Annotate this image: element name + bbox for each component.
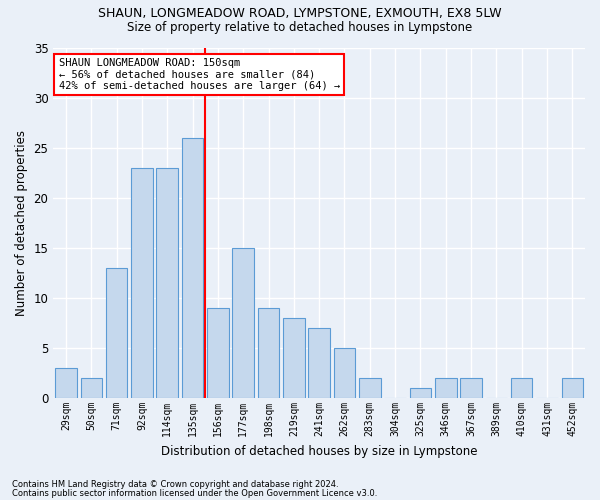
Bar bbox=[55, 368, 77, 398]
Bar bbox=[207, 308, 229, 398]
Bar bbox=[283, 318, 305, 398]
Bar bbox=[359, 378, 380, 398]
Text: SHAUN, LONGMEADOW ROAD, LYMPSTONE, EXMOUTH, EX8 5LW: SHAUN, LONGMEADOW ROAD, LYMPSTONE, EXMOU… bbox=[98, 8, 502, 20]
Text: Size of property relative to detached houses in Lympstone: Size of property relative to detached ho… bbox=[127, 21, 473, 34]
Bar bbox=[511, 378, 532, 398]
Bar bbox=[232, 248, 254, 398]
Text: SHAUN LONGMEADOW ROAD: 150sqm
← 56% of detached houses are smaller (84)
42% of s: SHAUN LONGMEADOW ROAD: 150sqm ← 56% of d… bbox=[59, 58, 340, 91]
Bar bbox=[562, 378, 583, 398]
Bar bbox=[80, 378, 102, 398]
Text: Contains HM Land Registry data © Crown copyright and database right 2024.: Contains HM Land Registry data © Crown c… bbox=[12, 480, 338, 489]
Bar bbox=[157, 168, 178, 398]
Bar bbox=[131, 168, 152, 398]
Bar bbox=[460, 378, 482, 398]
Bar bbox=[106, 268, 127, 398]
Bar bbox=[435, 378, 457, 398]
Bar bbox=[334, 348, 355, 398]
Bar bbox=[410, 388, 431, 398]
Bar bbox=[258, 308, 279, 398]
Bar bbox=[308, 328, 330, 398]
Bar bbox=[182, 138, 203, 398]
X-axis label: Distribution of detached houses by size in Lympstone: Distribution of detached houses by size … bbox=[161, 444, 478, 458]
Text: Contains public sector information licensed under the Open Government Licence v3: Contains public sector information licen… bbox=[12, 489, 377, 498]
Y-axis label: Number of detached properties: Number of detached properties bbox=[15, 130, 28, 316]
